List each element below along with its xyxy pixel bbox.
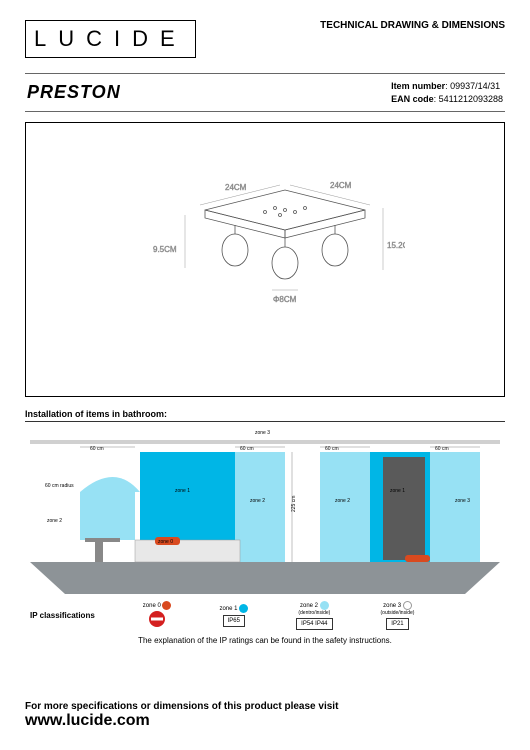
dim-width: 24CM [225, 183, 247, 192]
logo-box: LUCIDE [25, 20, 196, 58]
technical-drawing-box: 24CM 24CM 9.5CM 15.2CM Φ8CM [25, 122, 505, 397]
ip-zone3: zone 3 (outside/inside) IP21 [381, 601, 415, 630]
svg-text:zone 2: zone 2 [250, 498, 265, 504]
dim-bulb: Φ8CM [273, 295, 297, 304]
product-name: PRESTON [27, 82, 121, 103]
title-row: PRESTON Item number: 09937/14/31 EAN cod… [25, 73, 505, 112]
bathroom-diagram: zone 0 zone 3 60 cm 60 cm 60 cm 60 cm zo… [25, 421, 505, 596]
svg-text:zone 2: zone 2 [47, 518, 62, 524]
footer: For more specifications or dimensions of… [25, 701, 338, 730]
dim-depth: 24CM [330, 181, 352, 190]
ip-classification-row: IP classifications zone 0 zone 1 IP65 zo… [25, 601, 505, 630]
ip-zone1: zone 1 IP65 [219, 604, 248, 627]
header: LUCIDE TECHNICAL DRAWING & DIMENSIONS [25, 20, 505, 58]
logo-text: LUCIDE [34, 26, 187, 51]
dim-drop: 9.5CM [153, 245, 177, 254]
bathroom-svg: zone 0 zone 3 60 cm 60 cm 60 cm 60 cm zo… [25, 422, 505, 597]
svg-text:zone 1: zone 1 [390, 488, 405, 494]
ean-label: EAN code [391, 94, 434, 104]
footer-text: For more specifications or dimensions of… [25, 701, 338, 712]
svg-text:zone 1: zone 1 [175, 488, 190, 494]
product-drawing-svg: 24CM 24CM 9.5CM 15.2CM Φ8CM [125, 160, 405, 360]
item-info: Item number: 09937/14/31 EAN code: 54112… [391, 80, 503, 105]
svg-text:zone 3: zone 3 [255, 430, 270, 436]
install-title: Installation of items in bathroom: [25, 409, 505, 419]
no-entry-icon [148, 610, 166, 628]
item-number-label: Item number [391, 81, 445, 91]
svg-text:zone 0: zone 0 [158, 539, 173, 545]
svg-text:zone 3: zone 3 [455, 498, 470, 504]
ip-explanation: The explanation of the IP ratings can be… [25, 636, 505, 645]
svg-text:zone 2: zone 2 [335, 498, 350, 504]
tech-drawing-label: TECHNICAL DRAWING & DIMENSIONS [320, 20, 505, 31]
svg-text:60 cm radius: 60 cm radius [45, 483, 74, 489]
footer-url: www.lucide.com [25, 712, 338, 730]
ip-zone2: zone 2 (dentro/inside) IP54 IP44 [296, 601, 332, 630]
item-number-value: 09937/14/31 [450, 81, 500, 91]
ip-zone0: zone 0 [143, 601, 172, 630]
ean-value: 5411212093288 [439, 94, 503, 104]
ip-label: IP classifications [30, 611, 95, 620]
dim-height: 15.2CM [387, 241, 405, 250]
